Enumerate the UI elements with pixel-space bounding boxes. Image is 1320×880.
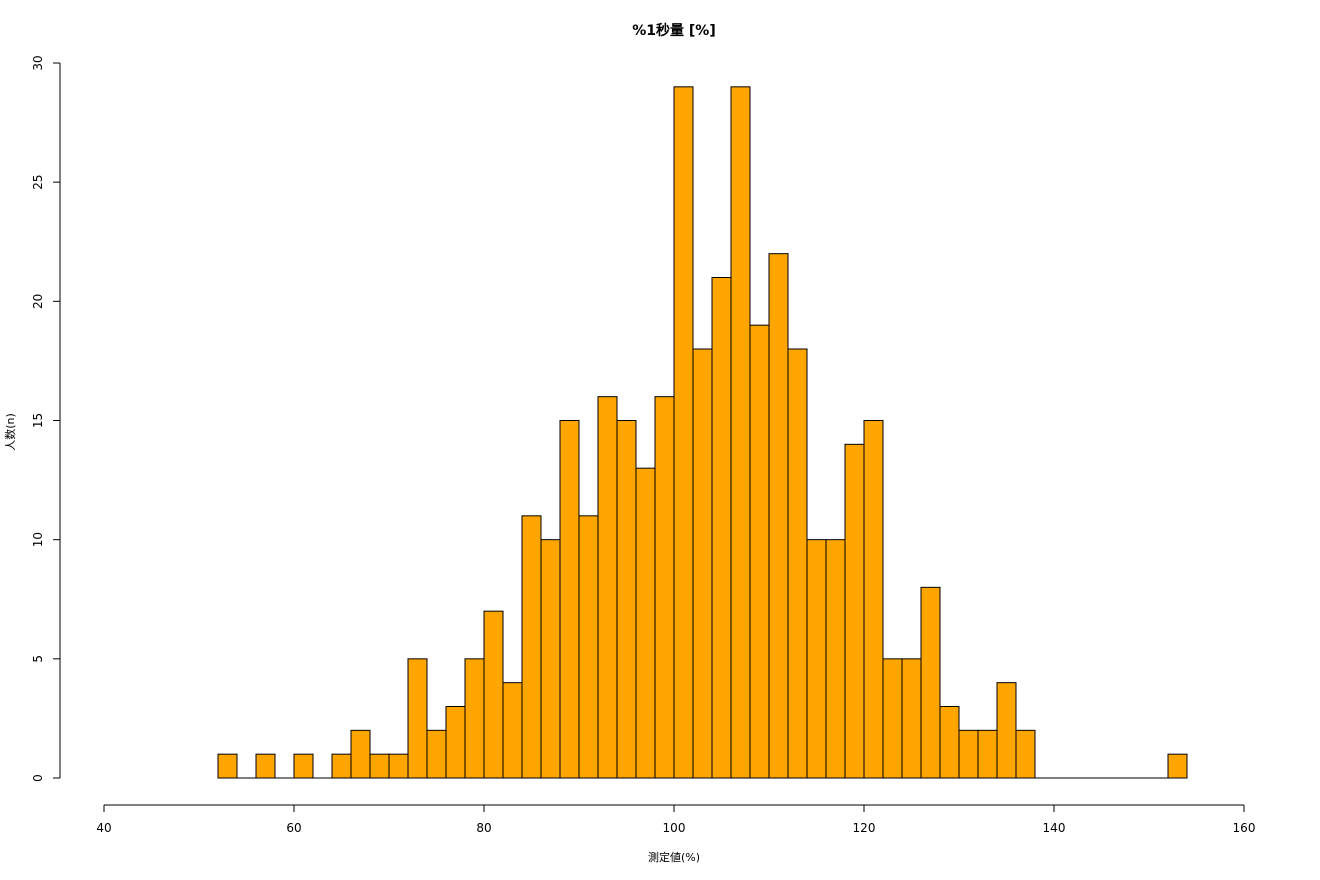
histogram-bar: [730, 86, 751, 779]
x-tick-label: 40: [96, 821, 111, 835]
histogram-bar: [939, 706, 960, 779]
histogram-bar: [958, 729, 979, 779]
histogram-bar: [1015, 729, 1036, 779]
y-tick-label: 10: [31, 532, 45, 547]
y-tick-label: 5: [31, 655, 45, 663]
histogram-bar: [996, 682, 1017, 779]
histogram-bar: [920, 586, 941, 779]
bars-group: [217, 86, 1188, 779]
histogram-bar: [521, 515, 542, 779]
histogram-bar: [217, 753, 238, 779]
histogram-bar: [711, 277, 732, 779]
x-axis: 40 60 80 100 120 140 160: [96, 804, 1256, 835]
histogram-bar: [806, 539, 827, 779]
histogram-bar: [749, 324, 770, 779]
histogram-bar: [616, 420, 637, 779]
histogram-bar: [977, 729, 998, 779]
histogram-bar: [293, 753, 314, 779]
histogram-bar: [654, 396, 675, 779]
y-tick-label: 15: [31, 413, 45, 428]
histogram-bar: [559, 420, 580, 779]
x-tick-label: 80: [476, 821, 491, 835]
histogram-bar: [597, 396, 618, 779]
y-tick-label: 0: [31, 774, 45, 782]
histogram-bar: [407, 658, 428, 779]
x-tick-label: 60: [286, 821, 301, 835]
histogram-bar: [901, 658, 922, 779]
histogram-bar: [692, 348, 713, 779]
x-tick-label: 160: [1233, 821, 1256, 835]
histogram-bar: [635, 467, 656, 779]
y-tick-label: 20: [31, 294, 45, 309]
histogram-bar: [768, 253, 789, 779]
histogram-bar: [825, 539, 846, 779]
chart-title: %1秒量 [%]: [632, 22, 715, 39]
x-tick-label: 100: [663, 821, 686, 835]
histogram-bar: [464, 658, 485, 779]
y-axis-label: 人数(n): [4, 413, 17, 451]
histogram-bar: [844, 443, 865, 779]
histogram-bar: [483, 610, 504, 779]
histogram-bar: [863, 420, 884, 779]
y-tick-label: 25: [31, 175, 45, 190]
histogram-bar: [350, 729, 371, 779]
histogram-bar: [578, 515, 599, 779]
y-axis: 0 5 10 15 20 25 30: [31, 55, 61, 782]
histogram-bar: [540, 539, 561, 779]
x-axis-label: 測定値(%): [648, 850, 700, 864]
histogram-bar: [426, 729, 447, 779]
y-tick-label: 30: [31, 55, 45, 70]
histogram-bar: [369, 753, 390, 779]
x-tick-label: 140: [1043, 821, 1066, 835]
histogram-bar: [255, 753, 276, 779]
histogram-bar: [445, 706, 466, 779]
histogram-bar: [331, 753, 352, 779]
x-tick-label: 120: [853, 821, 876, 835]
histogram-bar: [787, 348, 808, 779]
histogram-bar: [502, 682, 523, 779]
histogram-bar: [673, 86, 694, 779]
histogram-bar: [388, 753, 409, 779]
histogram-bar: [1167, 753, 1188, 779]
histogram-bar: [882, 658, 903, 779]
